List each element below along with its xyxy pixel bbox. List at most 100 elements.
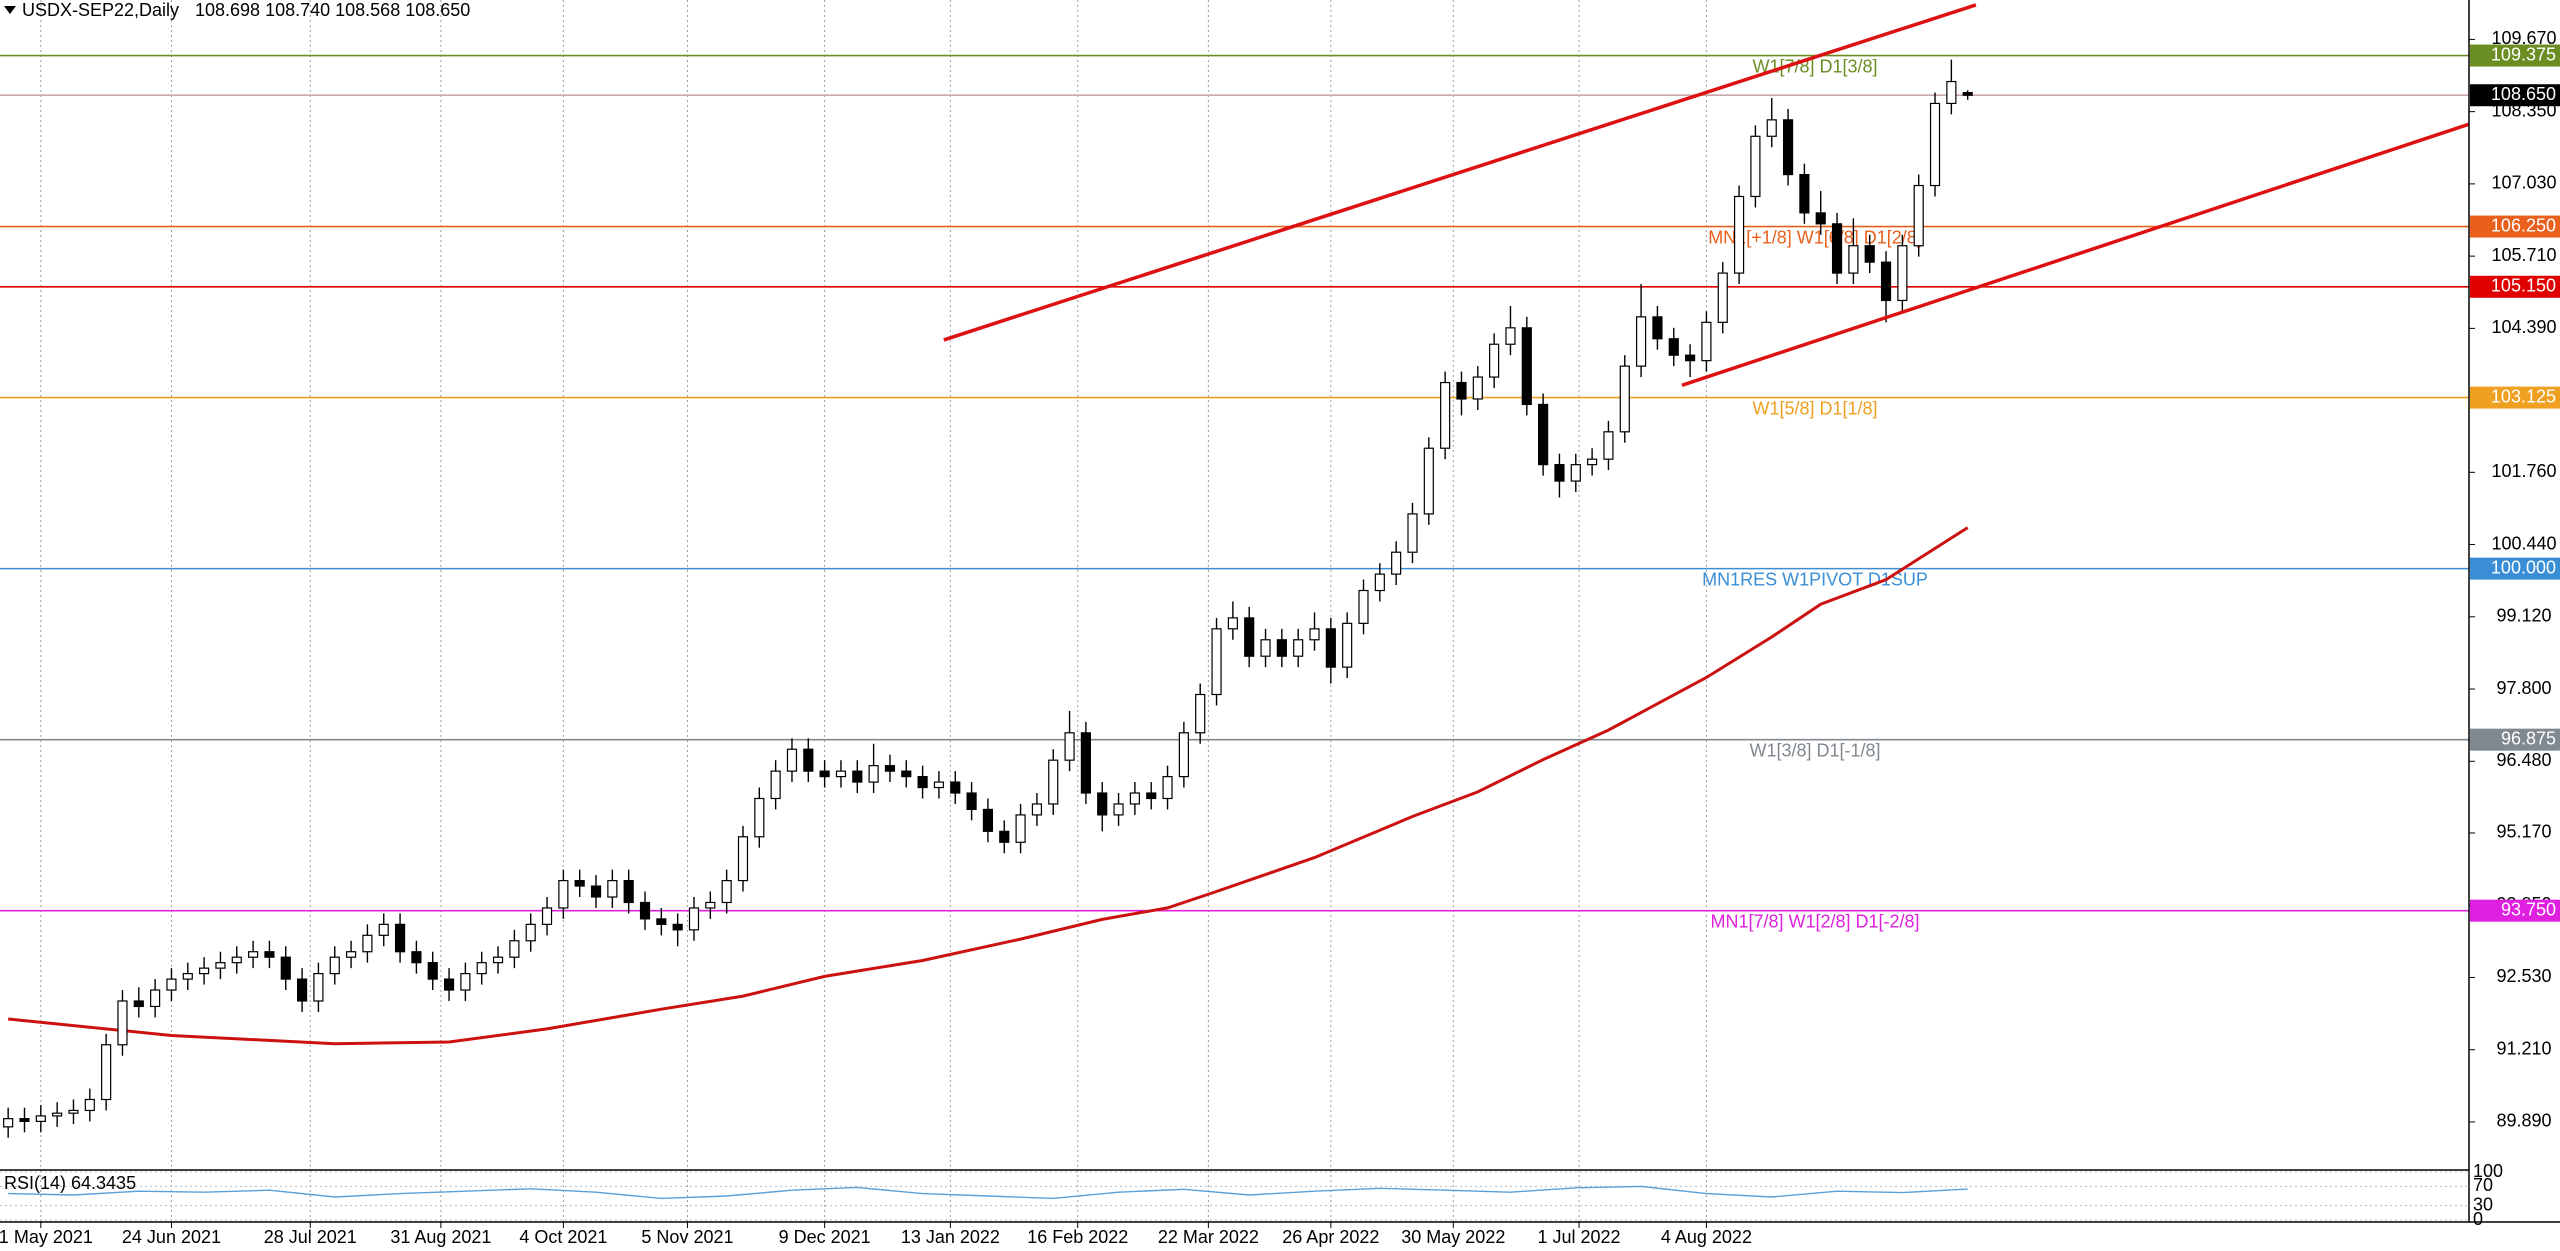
candle-body: [525, 923, 536, 942]
collapse-triangle[interactable]: [4, 6, 16, 14]
x-tick-label: 5 Nov 2021: [641, 1227, 733, 1247]
level-price-label: 108.650: [2491, 84, 2556, 104]
candle-body: [182, 973, 193, 980]
candle-body: [933, 781, 945, 789]
candle-body: [492, 956, 504, 964]
candle-body: [313, 973, 324, 1002]
candle-body: [84, 1098, 95, 1112]
candle-body: [411, 951, 422, 964]
candle-body: [1799, 173, 1810, 214]
level-price-label: 93.750: [2501, 899, 2556, 919]
trendline: [943, 3, 1977, 342]
rsi-tick-label: 100: [2473, 1161, 2503, 1181]
level-price-label: 106.250: [2491, 215, 2556, 235]
candle-body: [917, 775, 928, 789]
candle-body: [639, 901, 651, 920]
candle-body: [982, 808, 994, 832]
candle-body: [378, 923, 389, 936]
grid-layer: [40, 0, 1707, 1222]
candle-body: [835, 770, 847, 778]
candle-body: [1113, 803, 1124, 816]
candle-body: [786, 748, 798, 772]
level-price-box: [2470, 557, 2560, 580]
candle-body: [1178, 732, 1189, 778]
candle-body: [427, 962, 438, 980]
x-tick-label: 4 Aug 2022: [1661, 1227, 1752, 1247]
candle-body: [1962, 92, 1973, 96]
y-tick-label: 96.480: [2496, 750, 2551, 770]
candle-body: [1129, 792, 1140, 805]
candle-body: [362, 934, 373, 953]
candle-body: [1472, 376, 1483, 400]
x-tick-label: 1 Jul 2022: [1538, 1227, 1621, 1247]
candle-body: [35, 1115, 46, 1122]
candle-body: [280, 956, 291, 980]
candle-body: [656, 918, 667, 925]
trendline: [1681, 122, 2470, 387]
candle-body: [509, 940, 520, 958]
candle-body: [688, 907, 700, 931]
candle-body: [329, 956, 340, 975]
candle-body: [884, 765, 896, 772]
candle-body: [1358, 589, 1369, 624]
axis-layer: 21 May 2021 24 Jun 2021 28 Jul 2021 31 Aug …: [0, 28, 2560, 1247]
candle-body: [1929, 102, 1941, 187]
candle-body: [819, 770, 830, 778]
level-price-label: 109.375: [2491, 44, 2556, 64]
candle-body: [19, 1118, 30, 1122]
y-tick-label: 95.170: [2496, 822, 2551, 842]
levels-layer: W1[7/8] D1[3/8] MN1[+1/8] W1[6/8] D1[2/8]…: [0, 54, 2469, 931]
level-price-label: 100.000: [2491, 557, 2556, 577]
candle-body: [1733, 195, 1745, 274]
y-tick-label: 104.390: [2491, 317, 2556, 337]
candle-body: [1276, 639, 1287, 657]
candle-body: [101, 1044, 112, 1101]
candle-body: [1652, 316, 1663, 340]
candle-body: [1309, 628, 1320, 641]
candle-body: [297, 978, 308, 1002]
y-tick-label: 101.760: [2491, 461, 2556, 481]
x-tick-label: 24 Jun 2021: [122, 1227, 221, 1247]
candle-body: [1554, 464, 1565, 482]
candle-body: [1946, 80, 1957, 105]
level-price-box: [2470, 728, 2560, 751]
candle-body: [1913, 184, 1924, 247]
candle-body: [1603, 431, 1614, 460]
candle-body: [1766, 119, 1777, 137]
x-tick-label: 21 May 2021: [0, 1227, 93, 1247]
candle-body: [1701, 321, 1712, 362]
candle-body: [1864, 245, 1875, 263]
candle-body: [705, 901, 716, 909]
candle-body: [868, 765, 879, 783]
y-tick-label: 92.530: [2496, 966, 2551, 986]
rsi-tick-label: 0: [2473, 1209, 2483, 1229]
x-tick-label: 13 Jan 2022: [901, 1227, 1000, 1247]
x-tick-label: 26 Apr 2022: [1282, 1227, 1379, 1247]
y-tick-label: 107.030: [2491, 173, 2556, 193]
candle-body: [166, 978, 177, 991]
candle-body: [1440, 381, 1451, 449]
rsi-tick-label: 70: [2473, 1175, 2493, 1195]
candle-body: [1227, 617, 1238, 630]
candle-body: [754, 797, 765, 838]
candle-body: [1260, 639, 1271, 657]
candle-body: [1064, 732, 1075, 761]
candle-body: [803, 748, 814, 772]
candle-body: [672, 923, 683, 931]
candle-body: [264, 951, 275, 958]
candle-body: [1505, 327, 1516, 345]
candle-body: [68, 1109, 79, 1114]
candle-body: [476, 962, 487, 975]
level-price-label: 103.125: [2491, 386, 2556, 406]
candle-body: [1146, 792, 1157, 800]
x-tick-label: 30 May 2022: [1401, 1227, 1505, 1247]
candle-body: [215, 962, 226, 969]
candle-body: [950, 781, 961, 794]
candle-body: [1489, 343, 1500, 378]
candle-body: [460, 973, 471, 991]
candle-body: [1897, 245, 1908, 302]
level-price-box: [2470, 275, 2560, 298]
x-tick-label: 22 Mar 2022: [1158, 1227, 1259, 1247]
candle-body: [966, 792, 977, 811]
